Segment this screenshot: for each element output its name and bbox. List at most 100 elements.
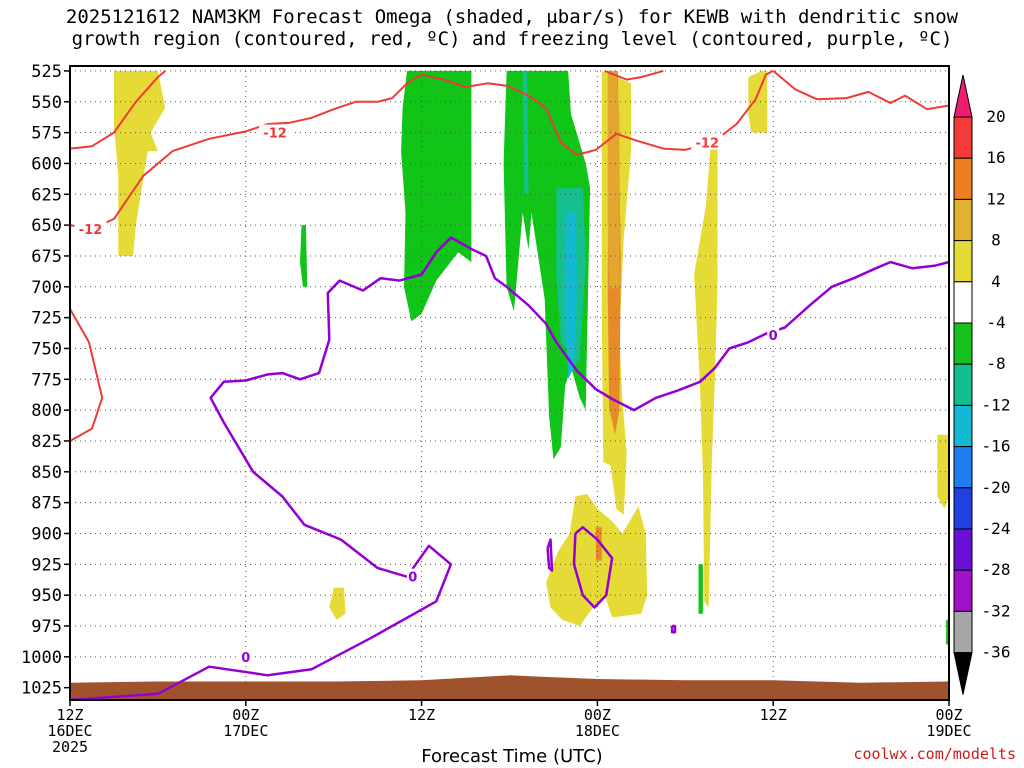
y-tick-label: 925: [31, 555, 62, 575]
y-tick-label: 850: [31, 463, 62, 483]
colorbar-label: 16: [986, 148, 1005, 167]
y-tick-label: 775: [31, 370, 62, 390]
colorbar-label: -4: [986, 313, 1005, 332]
colorbar-swatch: [953, 404, 973, 448]
x-tick-label: 12Z: [408, 706, 435, 724]
colorbar-swatch: [953, 528, 973, 571]
terrain-layer: [70, 675, 949, 700]
y-tick-label: 875: [31, 494, 62, 514]
colorbar-swatch: [953, 363, 973, 406]
y-tick-label: 825: [31, 432, 62, 452]
colorbar: 20 16 12 8 4 -4 -8 -12 -16 -20 -24 -28 -32 -36: [953, 74, 1011, 695]
freezing-level-contour: [70, 236, 949, 700]
colorbar-label: 8: [991, 231, 1001, 250]
y-tick-label: 1025: [21, 679, 62, 699]
x-tick-label: 18DEC: [575, 722, 620, 740]
dgz-label-bg: [691, 134, 724, 150]
colorbar-swatch: [953, 569, 973, 612]
dgz-contour-line: [70, 70, 774, 230]
dgz-contour-label: -12: [696, 136, 720, 151]
x-tick-label: 12Z: [760, 706, 787, 724]
x-tick-label: 19DEC: [926, 722, 971, 740]
omega-region-yellow: [114, 70, 166, 257]
colorbar-swatch: [953, 116, 973, 159]
y-tick-label: 975: [31, 617, 62, 637]
dgz-contour-label: -12: [79, 223, 103, 238]
chart-title-line-1: 2025121612 NAM3KM Forecast Omega (shaded…: [65, 6, 959, 28]
x-tick-label: 17DEC: [223, 722, 268, 740]
y-tick-label: 550: [31, 93, 62, 113]
y-tick-label: 675: [31, 247, 62, 267]
x-tick-label: 00Z: [232, 706, 259, 724]
dgz-contour-line: [70, 308, 104, 442]
colorbar-label: -12: [982, 395, 1011, 414]
omega-shading: [114, 70, 949, 645]
colorbar-swatch: [953, 198, 973, 242]
y-tick-label: 700: [31, 278, 62, 298]
omega-region-yellow: [329, 587, 346, 620]
colorbar-label: 20: [986, 107, 1005, 126]
dgz-label-bg: [74, 220, 107, 236]
contour-labels: -12 -12 -12 0 0 0: [74, 124, 780, 666]
colorbar-label: -24: [982, 519, 1011, 538]
omega-region-green: [401, 70, 472, 322]
colorbar-label: -32: [982, 601, 1011, 620]
omega-region-yellow: [937, 434, 949, 509]
freezing-label-bg: [239, 648, 252, 664]
colorbar-swatch: [953, 446, 973, 489]
colorbar-swatch: [953, 487, 973, 530]
y-tick-label: 625: [31, 185, 62, 205]
plot-frame: [69, 65, 950, 701]
freezing-label-bg: [767, 326, 780, 342]
y-tick-label: 750: [31, 339, 62, 359]
colorbar-label: 12: [986, 189, 1005, 208]
y-tick-label: 1000: [21, 648, 62, 668]
y-tick-label: 800: [31, 401, 62, 421]
y-tick-label: 950: [31, 586, 62, 606]
y-tick-label: 900: [31, 524, 62, 544]
colorbar-label: -16: [982, 437, 1011, 456]
omega-region-orange: [595, 527, 602, 561]
x-axis-label: Forecast Time (UTC): [421, 746, 603, 767]
colorbar-label: -8: [986, 354, 1005, 373]
freezing-contour-label: 0: [408, 571, 417, 586]
omega-region-green: [698, 564, 703, 614]
dgz-contour-label: -12: [263, 127, 287, 142]
freezing-label-bg: [406, 568, 419, 584]
freezing-contour-label: 0: [241, 651, 250, 666]
omega-region-gold: [607, 70, 620, 290]
dgz-contour-line: [604, 69, 664, 81]
colorbar-label: -36: [982, 643, 1011, 662]
terrain-surface: [70, 675, 949, 700]
site-credit: coolwx.com/modelts: [853, 745, 1016, 763]
freezing-contour-label: 0: [769, 329, 778, 344]
y-tick-label: 600: [31, 154, 62, 174]
dgz-contour-line: [70, 70, 166, 150]
omega-region-green: [300, 225, 308, 287]
chart-title-line-2: growth region (contoured, red, ºC) and f…: [71, 28, 953, 50]
x-tick-label: 2025: [52, 738, 88, 756]
y-tick-label: 650: [31, 216, 62, 236]
x-tick-label: 16DEC: [47, 722, 92, 740]
omega-region-cyan: [565, 212, 577, 380]
omega-region-yellow: [694, 132, 718, 608]
y-tick-label: 725: [31, 309, 62, 329]
colorbar-top-arrow: [953, 74, 973, 118]
colorbar-swatch: [953, 281, 973, 324]
colorbar-swatch: [953, 240, 973, 283]
colorbar-label: -20: [982, 478, 1011, 497]
omega-region-yellow: [748, 70, 768, 133]
colorbar-bottom-arrow: [953, 652, 973, 695]
x-tick-label: 00Z: [584, 706, 611, 724]
colorbar-label: 4: [991, 272, 1001, 291]
colorbar-swatch: [953, 157, 973, 200]
dgz-contour-line: [772, 70, 949, 111]
colorbar-swatch: [953, 322, 973, 365]
y-tick-label: 525: [31, 62, 62, 82]
dgz-label-bg: [259, 124, 292, 140]
colorbar-label: -28: [982, 560, 1011, 579]
freezing-level-contour: [670, 624, 677, 634]
freezing-level-contour: [572, 526, 614, 609]
y-tick-label: 575: [31, 124, 62, 144]
axes: 525 550 575 600 625 650 675 700 725 750 775 800 825 8…: [21, 62, 972, 756]
